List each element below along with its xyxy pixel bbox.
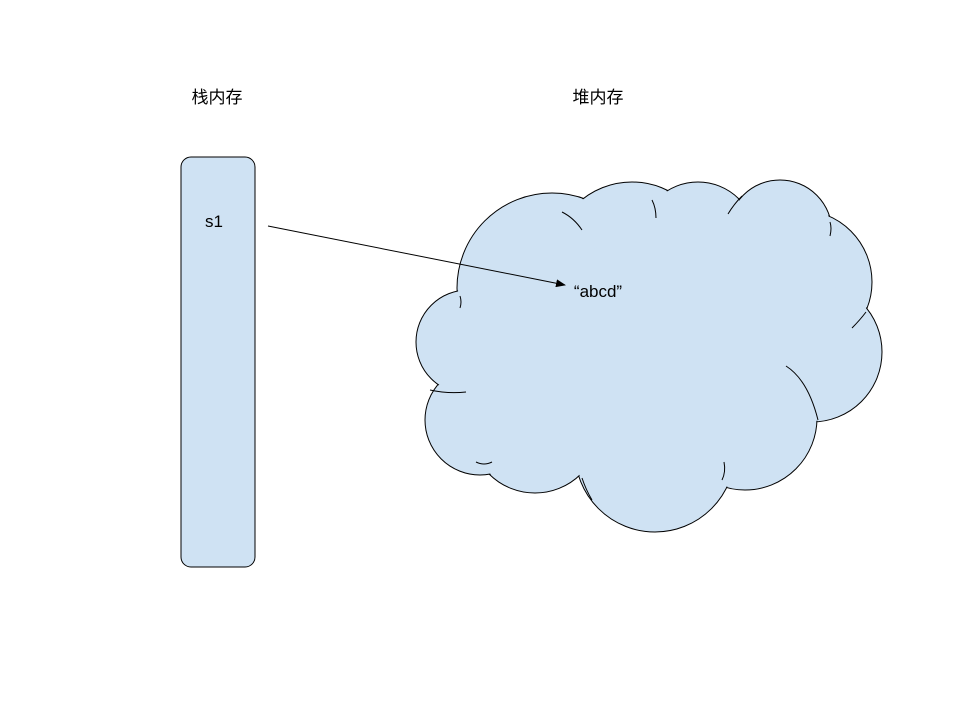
reference-arrow xyxy=(267,225,566,288)
heap-value-label: “abcd” xyxy=(574,282,623,301)
variable-label: s1 xyxy=(205,212,223,231)
heap-memory-title: 堆内存 xyxy=(573,88,624,108)
stack-memory-box xyxy=(180,156,256,568)
heap-memory-cloud xyxy=(415,179,883,533)
stack-memory-title: 栈内存 xyxy=(192,88,243,108)
